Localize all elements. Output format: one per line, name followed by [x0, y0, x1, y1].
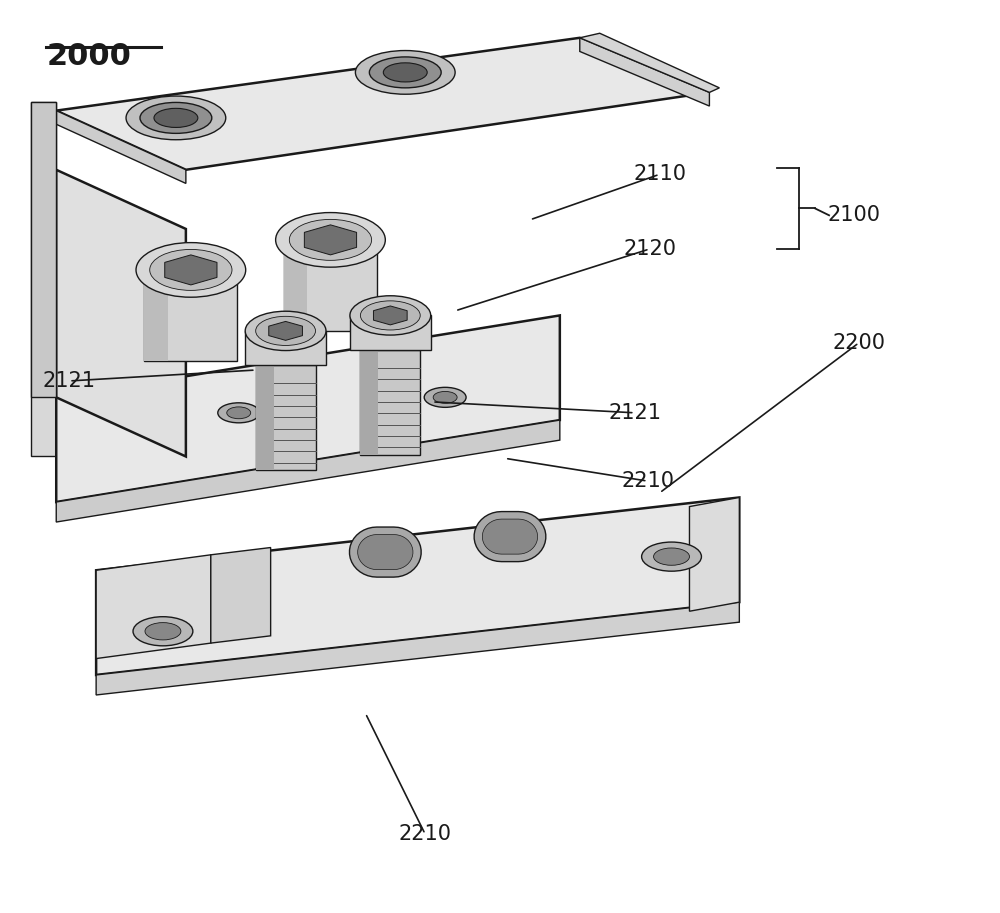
- Polygon shape: [284, 240, 377, 331]
- Polygon shape: [256, 365, 274, 470]
- Polygon shape: [350, 315, 431, 350]
- Polygon shape: [689, 498, 739, 611]
- Ellipse shape: [424, 387, 466, 407]
- Polygon shape: [580, 33, 719, 92]
- Ellipse shape: [350, 296, 431, 335]
- Polygon shape: [31, 101, 56, 457]
- Ellipse shape: [154, 109, 198, 128]
- Text: 2121: 2121: [43, 371, 96, 391]
- Text: 2110: 2110: [633, 164, 686, 184]
- Ellipse shape: [360, 301, 420, 330]
- Polygon shape: [165, 255, 217, 285]
- Polygon shape: [580, 37, 709, 106]
- Polygon shape: [96, 603, 739, 695]
- Polygon shape: [96, 555, 211, 658]
- Polygon shape: [256, 365, 316, 470]
- Polygon shape: [350, 527, 421, 577]
- Text: 2210: 2210: [399, 824, 452, 845]
- Polygon shape: [211, 548, 271, 643]
- Polygon shape: [144, 270, 237, 361]
- Polygon shape: [269, 321, 302, 341]
- Ellipse shape: [126, 96, 226, 140]
- Ellipse shape: [383, 63, 427, 82]
- Polygon shape: [360, 350, 420, 455]
- Ellipse shape: [140, 102, 212, 133]
- Ellipse shape: [433, 392, 457, 404]
- Ellipse shape: [654, 548, 689, 565]
- Text: 2200: 2200: [832, 332, 886, 352]
- Ellipse shape: [276, 213, 385, 268]
- Polygon shape: [56, 37, 709, 170]
- Ellipse shape: [145, 623, 181, 640]
- Ellipse shape: [218, 403, 260, 423]
- Text: 2121: 2121: [608, 403, 661, 423]
- Polygon shape: [304, 225, 357, 255]
- Text: 2100: 2100: [828, 205, 881, 226]
- Polygon shape: [56, 110, 186, 184]
- Polygon shape: [482, 519, 538, 554]
- Polygon shape: [474, 511, 546, 561]
- Ellipse shape: [256, 316, 316, 345]
- Polygon shape: [56, 315, 560, 502]
- Polygon shape: [56, 420, 560, 522]
- Polygon shape: [245, 331, 326, 365]
- Ellipse shape: [136, 243, 246, 298]
- Text: 2210: 2210: [621, 471, 674, 491]
- Ellipse shape: [227, 407, 251, 419]
- Polygon shape: [56, 170, 186, 456]
- Polygon shape: [358, 534, 413, 570]
- Text: 2000: 2000: [46, 42, 131, 71]
- Polygon shape: [144, 270, 168, 361]
- Ellipse shape: [35, 142, 51, 170]
- Polygon shape: [96, 498, 739, 675]
- Polygon shape: [360, 350, 378, 455]
- Polygon shape: [31, 101, 56, 397]
- Ellipse shape: [245, 311, 326, 351]
- Polygon shape: [284, 240, 307, 331]
- Ellipse shape: [289, 219, 372, 260]
- Polygon shape: [373, 306, 407, 325]
- Ellipse shape: [150, 249, 232, 290]
- Ellipse shape: [133, 616, 193, 645]
- Ellipse shape: [642, 542, 701, 572]
- Ellipse shape: [355, 50, 455, 94]
- Text: 2120: 2120: [623, 239, 676, 259]
- Ellipse shape: [369, 57, 441, 88]
